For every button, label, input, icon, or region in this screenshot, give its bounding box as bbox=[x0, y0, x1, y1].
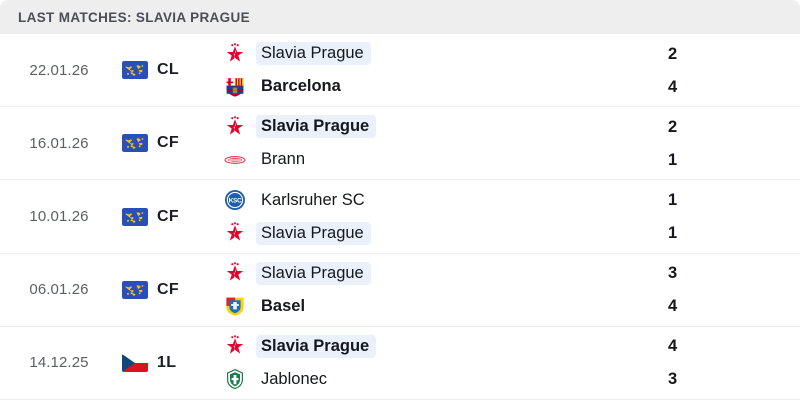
karlsruher-sc-crest-icon: KSC bbox=[225, 190, 245, 210]
slavia-prague-crest-icon bbox=[226, 42, 244, 62]
home-score: 3 bbox=[668, 264, 678, 283]
international-flag-icon bbox=[122, 61, 148, 80]
competition-code: CF bbox=[157, 207, 179, 225]
slavia-prague-crest-icon bbox=[224, 42, 246, 65]
home-score: 2 bbox=[668, 117, 678, 136]
teams-column: Slavia Prague BRANN Brann bbox=[218, 115, 610, 171]
competition[interactable]: 1L bbox=[118, 353, 218, 372]
international-flag-icon bbox=[122, 280, 148, 299]
match-date: 22.01.26 bbox=[29, 61, 89, 79]
team-line: Slavia Prague bbox=[224, 42, 610, 66]
international-flag-icon bbox=[122, 134, 148, 153]
slavia-prague-crest-icon bbox=[226, 116, 244, 135]
international-flag-icon bbox=[122, 207, 148, 226]
competition-code: 1L bbox=[157, 353, 177, 371]
competition[interactable]: CL bbox=[118, 61, 218, 80]
match-date: 14.12.25 bbox=[29, 354, 89, 372]
karlsruher-sc-crest-icon: KSC bbox=[224, 189, 246, 211]
barcelona-crest-icon bbox=[224, 76, 246, 98]
teams-column: Slavia Prague Basel bbox=[218, 261, 610, 317]
international-flag-icon bbox=[122, 207, 148, 226]
match-row[interactable]: 22.01.26 CL Slavia Prague bbox=[0, 34, 800, 108]
team-name[interactable]: Basel bbox=[261, 296, 306, 315]
competition[interactable]: CF bbox=[118, 280, 218, 299]
team-line: Slavia Prague bbox=[224, 221, 610, 245]
team-line: KSC Karlsruher SC bbox=[224, 189, 610, 211]
team-line: Slavia Prague bbox=[224, 115, 610, 139]
czech-republic-flag-icon bbox=[122, 353, 148, 372]
team-line: Jablonec bbox=[224, 368, 610, 390]
competition-code: CL bbox=[157, 61, 179, 79]
basel-crest-icon bbox=[224, 295, 246, 317]
home-score: 2 bbox=[668, 44, 678, 63]
team-name[interactable]: Slavia Prague bbox=[256, 261, 371, 285]
svg-text:BRANN: BRANN bbox=[229, 158, 241, 162]
away-score: 3 bbox=[668, 370, 678, 389]
team-name[interactable]: Slavia Prague bbox=[256, 334, 377, 358]
teams-column: Slavia Prague Barcelona bbox=[218, 42, 610, 98]
slavia-prague-crest-icon bbox=[224, 222, 246, 244]
team-line: Basel bbox=[224, 295, 610, 317]
slavia-prague-crest-icon bbox=[226, 262, 244, 281]
scores-column: 4 3 bbox=[610, 335, 770, 390]
barcelona-crest-icon bbox=[226, 77, 244, 97]
competition-code: CF bbox=[157, 280, 179, 298]
page-title: LAST MATCHES: SLAVIA PRAGUE bbox=[18, 9, 250, 25]
away-score: 1 bbox=[668, 150, 678, 169]
away-score: 4 bbox=[668, 77, 678, 96]
match-row[interactable]: 10.01.26 CF KSC Karlsruher SC bbox=[0, 180, 800, 254]
slavia-prague-crest-icon bbox=[224, 335, 246, 357]
international-flag-icon bbox=[122, 280, 148, 299]
teams-column: KSC Karlsruher SC Slavia Prague bbox=[218, 189, 610, 245]
international-flag-icon bbox=[122, 134, 148, 153]
competition[interactable]: CF bbox=[118, 134, 218, 153]
away-score: 1 bbox=[668, 224, 678, 242]
home-score: 1 bbox=[668, 191, 678, 209]
scores-column: 2 1 bbox=[610, 116, 770, 171]
slavia-prague-crest-icon bbox=[226, 335, 244, 355]
competition[interactable]: CF bbox=[118, 207, 218, 226]
team-line: Slavia Prague bbox=[224, 334, 610, 358]
match-date: 16.01.26 bbox=[29, 134, 89, 152]
brann-crest-icon: BRANN bbox=[224, 155, 246, 164]
team-line: Barcelona bbox=[224, 76, 610, 98]
team-name[interactable]: Slavia Prague bbox=[256, 42, 371, 66]
slavia-prague-crest-icon bbox=[224, 262, 246, 284]
away-score: 4 bbox=[668, 297, 678, 316]
match-row[interactable]: 06.01.26 CF Slavia Prague bbox=[0, 253, 800, 327]
panel-header: LAST MATCHES: SLAVIA PRAGUE bbox=[0, 0, 800, 34]
match-date: 10.01.26 bbox=[29, 208, 89, 225]
match-date: 06.01.26 bbox=[29, 281, 89, 299]
scores-column: 1 1 bbox=[610, 189, 770, 244]
teams-column: Slavia Prague Jablonec bbox=[218, 334, 610, 390]
international-flag-icon bbox=[122, 61, 148, 80]
czech-republic-flag-icon bbox=[122, 353, 148, 372]
svg-text:KSC: KSC bbox=[229, 198, 242, 205]
matches-list: 22.01.26 CL Slavia Prague bbox=[0, 34, 800, 400]
team-name[interactable]: Karlsruher SC bbox=[261, 190, 365, 209]
team-name[interactable]: Brann bbox=[261, 150, 306, 169]
team-line: Slavia Prague bbox=[224, 261, 610, 285]
match-row[interactable]: 14.12.25 1L Slavia Prague Jablonec bbox=[0, 326, 800, 400]
match-row[interactable]: 16.01.26 CF Slavia Prague bbox=[0, 107, 800, 181]
brann-crest-icon: BRANN bbox=[224, 149, 246, 171]
team-line: BRANN Brann bbox=[224, 149, 610, 171]
scores-column: 3 4 bbox=[610, 262, 770, 317]
slavia-prague-crest-icon bbox=[226, 222, 244, 241]
home-score: 4 bbox=[668, 337, 678, 356]
slavia-prague-crest-icon bbox=[224, 116, 246, 138]
team-name[interactable]: Slavia Prague bbox=[256, 221, 371, 245]
jablonec-crest-icon bbox=[227, 369, 243, 390]
competition-code: CF bbox=[157, 134, 179, 152]
team-name[interactable]: Slavia Prague bbox=[256, 115, 377, 139]
team-name[interactable]: Barcelona bbox=[261, 77, 341, 96]
team-name[interactable]: Jablonec bbox=[261, 369, 328, 388]
basel-crest-icon bbox=[226, 297, 244, 317]
jablonec-crest-icon bbox=[224, 368, 246, 390]
scores-column: 2 4 bbox=[610, 43, 770, 98]
